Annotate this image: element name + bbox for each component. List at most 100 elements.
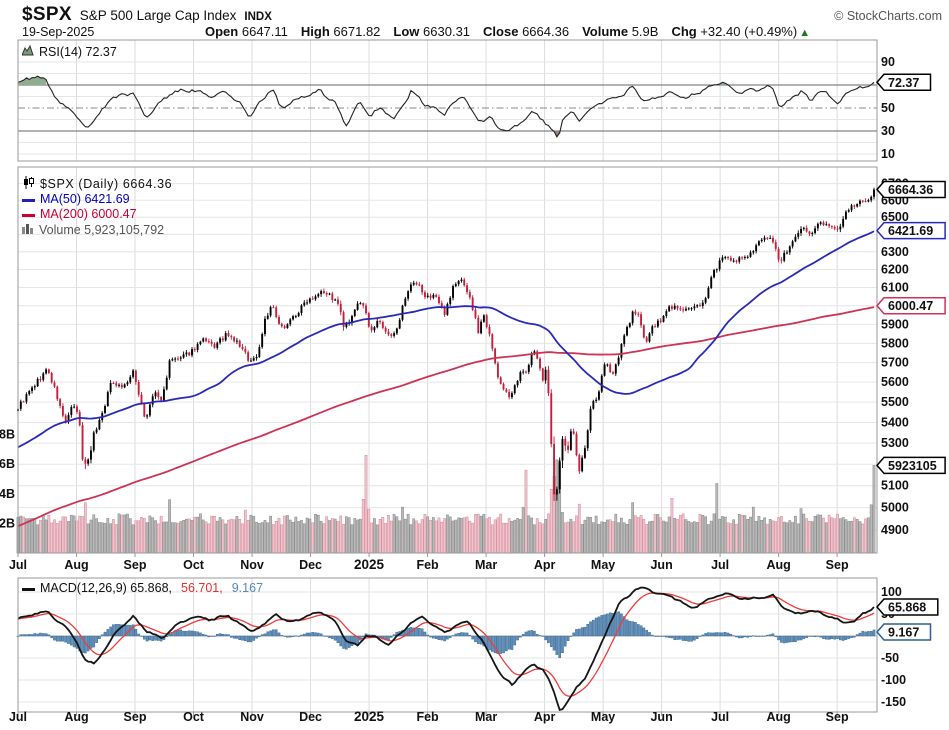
svg-text:8B: 8B (0, 428, 15, 442)
svg-text:Aug: Aug (766, 558, 790, 572)
ma200-legend-label: MA(200) 6000.47 (40, 207, 137, 221)
panel-borders (17, 39, 878, 716)
macd-histogram (16, 611, 876, 658)
svg-text:5800: 5800 (881, 336, 909, 350)
macd-hist-value: 9.167 (231, 581, 264, 595)
svg-text:5500: 5500 (881, 395, 909, 409)
svg-text:Jul: Jul (711, 558, 729, 572)
svg-text:65.868: 65.868 (888, 601, 926, 615)
svg-text:Nov: Nov (240, 710, 264, 724)
svg-text:May: May (591, 710, 615, 724)
svg-text:6000.47: 6000.47 (888, 299, 933, 313)
svg-text:Sep: Sep (124, 710, 147, 724)
svg-text:Feb: Feb (416, 558, 439, 572)
svg-text:-100: -100 (881, 673, 906, 687)
rsi-series (17, 75, 875, 138)
rsi-legend: RSI(14) 72.37 (21, 44, 117, 59)
svg-text:Sep: Sep (826, 558, 849, 572)
svg-text:Oct: Oct (183, 710, 205, 724)
svg-text:6200: 6200 (881, 263, 909, 277)
svg-text:-150: -150 (881, 695, 906, 709)
svg-text:Aug: Aug (64, 710, 88, 724)
rsi-area-icon (21, 44, 34, 59)
macd-line-swatch (22, 581, 35, 595)
ticker-symbol: $SPX (22, 4, 72, 25)
svg-text:6664.36: 6664.36 (888, 183, 933, 197)
svg-text:-50: -50 (881, 651, 899, 665)
copyright: © StockCharts.com (834, 9, 942, 23)
ma200-line-swatch (22, 207, 35, 221)
macd-lines (17, 586, 875, 712)
svg-text:Aug: Aug (64, 558, 88, 572)
svg-text:50: 50 (881, 101, 895, 115)
svg-text:Apr: Apr (534, 558, 556, 572)
volume-bars (16, 455, 876, 554)
svg-text:Jul: Jul (711, 710, 729, 724)
svg-text:Sep: Sep (124, 558, 147, 572)
ma50-legend: MA(50) 6421.69 (22, 192, 130, 206)
svg-text:5100: 5100 (881, 479, 909, 493)
svg-text:Sep: Sep (826, 710, 849, 724)
svg-text:100: 100 (881, 585, 902, 599)
svg-text:6300: 6300 (881, 245, 909, 259)
svg-text:2B: 2B (0, 516, 15, 530)
svg-text:Mar: Mar (475, 558, 497, 572)
volume-legend: Volume 5,923,105,792 (22, 222, 164, 237)
svg-text:Dec: Dec (299, 558, 322, 572)
ma50-line-swatch (22, 192, 35, 206)
svg-text:6500: 6500 (881, 210, 909, 224)
svg-text:90: 90 (881, 55, 895, 69)
ma50-line (17, 230, 875, 449)
rsi-legend-label: RSI(14) 72.37 (39, 44, 117, 59)
volume-value: Volume 5.9B (582, 24, 659, 39)
svg-text:May: May (591, 558, 615, 572)
low-value: Low 6630.31 (393, 24, 471, 39)
svg-text:Dec: Dec (299, 710, 322, 724)
svg-text:30: 30 (881, 124, 895, 138)
svg-text:4900: 4900 (881, 523, 909, 537)
svg-text:6B: 6B (0, 457, 15, 471)
svg-text:Jun: Jun (650, 558, 672, 572)
svg-text:10: 10 (881, 147, 895, 161)
volume-legend-label: Volume 5,923,105,792 (39, 222, 165, 237)
ma200-legend: MA(200) 6000.47 (22, 207, 137, 221)
high-value: High 6671.82 (300, 24, 381, 39)
price-legend-label: $SPX (Daily) 6664.36 (40, 177, 173, 191)
svg-text:Feb: Feb (416, 710, 439, 724)
svg-text:5900: 5900 (881, 317, 909, 331)
svg-text:5000: 5000 (881, 501, 909, 515)
svg-text:4B: 4B (0, 487, 15, 501)
svg-text:Aug: Aug (766, 710, 790, 724)
panel-grids (18, 40, 877, 712)
macd-signal-value: 56.701, (181, 581, 223, 595)
quote-date: 19-Sep-2025 (22, 25, 95, 39)
svg-text:6421.69: 6421.69 (888, 224, 933, 238)
quote-row: 19-Sep-2025 Open 6647.11 High 6671.82 Lo… (22, 24, 942, 39)
svg-text:5400: 5400 (881, 415, 909, 429)
up-triangle-icon: ▲ (799, 27, 811, 39)
ma200-line (17, 306, 875, 527)
svg-text:Oct: Oct (183, 558, 205, 572)
macd-legend-label: MACD(12,26,9) 65.868, (40, 581, 173, 595)
close-value: Close 6664.36 (483, 24, 570, 39)
svg-text:5600: 5600 (881, 375, 909, 389)
svg-text:Apr: Apr (534, 710, 556, 724)
svg-text:Jul: Jul (9, 710, 27, 724)
svg-text:5300: 5300 (881, 436, 909, 450)
ma50-legend-label: MA(50) 6421.69 (40, 192, 130, 206)
macd-legend: MACD(12,26,9) 65.868, 56.701, 9.167 (22, 581, 263, 595)
svg-text:Jun: Jun (650, 710, 672, 724)
svg-text:2025: 2025 (354, 557, 385, 572)
svg-text:Jul: Jul (9, 558, 27, 572)
volume-bars-icon (22, 222, 34, 237)
svg-text:6100: 6100 (881, 281, 909, 295)
open-value: Open 6647.11 (205, 24, 288, 39)
change-value: Chg +32.40 (+0.49%) ▲ (671, 24, 811, 39)
price-legend: $SPX (Daily) 6664.36 (22, 176, 172, 192)
axis-labels: 9070503010670066006500640063006200610060… (0, 55, 909, 724)
axis-callouts: 72.37 6664.36 6421.69 6000.47 5923105 65.868 9… (876, 73, 946, 641)
svg-text:Mar: Mar (475, 710, 497, 724)
candlestick-icon (22, 176, 35, 192)
